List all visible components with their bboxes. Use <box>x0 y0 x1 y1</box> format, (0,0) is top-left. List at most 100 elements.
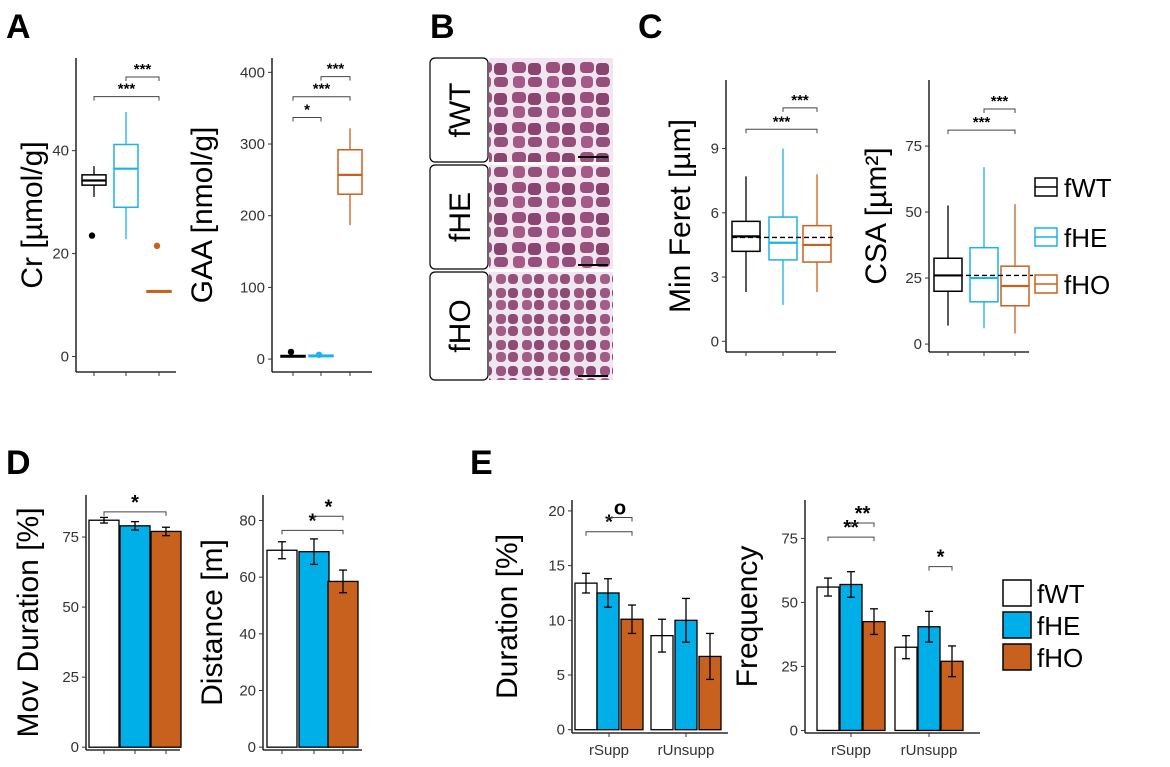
y-tick-label: 0 <box>914 336 922 353</box>
significance-bracket <box>313 515 344 521</box>
y-tick-label: 80 <box>239 513 256 530</box>
histology-image-fwt <box>489 58 613 162</box>
significance-bracket <box>827 536 875 542</box>
y-axis-title: Distance [m] <box>196 539 229 706</box>
significance-bracket <box>93 96 160 101</box>
legend-e-item-fwt: fWT <box>1002 579 1085 609</box>
y-tick-label: 0 <box>71 739 79 756</box>
bar-fwt <box>266 549 298 748</box>
legend-c-label-fhe: fHE <box>1064 223 1107 253</box>
chart-csa: 0 25 50 75 CSA [µm²] ****** <box>860 80 1033 356</box>
y-tick-label: 0 <box>61 349 69 366</box>
panel-label-c: C <box>638 8 663 46</box>
outlier-point <box>153 242 161 250</box>
y-tick-label: 10 <box>548 612 565 629</box>
outlier-point <box>315 351 323 358</box>
y-tick-label: 50 <box>905 204 922 221</box>
significance-bracket <box>292 117 322 122</box>
y-tick-label: 400 <box>240 64 265 81</box>
y-tick-label: 100 <box>240 279 265 296</box>
y-tick-label: 60 <box>239 569 256 586</box>
histology-label-fhe: fHE <box>444 192 477 242</box>
y-tick-label: 20 <box>548 503 565 520</box>
y-axis-title: CSA [µm²] <box>860 147 893 284</box>
bar-fwt-rsupp <box>574 582 598 731</box>
legend-c: fWT fHE fHO <box>1034 173 1112 300</box>
significance-bracket <box>320 76 351 81</box>
panel-label-a: A <box>6 8 31 46</box>
y-tick-label: 40 <box>239 626 256 643</box>
legend-e: fWT fHE fHO <box>1002 579 1085 673</box>
significance-label: *** <box>313 81 331 98</box>
chart-distance: 0 20 40 60 80 Distance [m] * * <box>196 495 362 756</box>
y-tick-label: 0 <box>557 722 565 739</box>
significance-label: o <box>614 498 626 520</box>
significance-bracket <box>292 96 351 101</box>
y-axis-title: Frequency <box>731 546 764 688</box>
y-tick-label: 0 <box>257 351 265 368</box>
y-axis-title: Duration [%] <box>491 534 524 699</box>
significance-bracket <box>607 517 633 522</box>
panel-label-b: B <box>430 8 455 46</box>
box-fhe <box>969 246 999 303</box>
legend-c-label-fho: fHO <box>1064 270 1110 300</box>
y-tick-label: 0 <box>790 722 798 739</box>
significance-label: * <box>605 512 613 534</box>
significance-label: *** <box>791 92 809 109</box>
legend-e-label-fwt: fWT <box>1037 579 1085 609</box>
legend-c-label-fwt: fWT <box>1064 173 1112 203</box>
significance-bracket <box>281 529 344 535</box>
bar-fwt-runsupp <box>894 646 918 732</box>
significance-label: *** <box>991 93 1009 110</box>
significance-label: *** <box>118 81 136 98</box>
significance-bracket <box>947 129 1016 135</box>
y-tick-label: 200 <box>240 208 265 225</box>
y-tick-label: 20 <box>52 246 69 263</box>
significance-label: * <box>304 102 310 119</box>
y-tick-label: 6 <box>711 205 719 222</box>
legend-e-label-fho: fHO <box>1037 643 1083 673</box>
y-axis-title: Min Feret [µm] <box>664 119 697 313</box>
panel-label-d: D <box>6 444 31 482</box>
histology-row-fho: fHO <box>429 271 613 381</box>
bar-fho <box>327 580 359 748</box>
chart-mov-duration: 0 25 50 75 Mov Duration [%] * <box>12 492 182 756</box>
y-axis-title: GAA [nmol/g] <box>186 127 219 304</box>
y-tick-label: 5 <box>557 667 565 684</box>
y-axis-title: Cr [µmol/g] <box>16 141 49 288</box>
x-category-label: rSupp <box>831 742 871 759</box>
significance-bracket <box>745 128 818 134</box>
chart-min-feret: 0 3 6 9 Min Feret [µm] ****** <box>664 80 836 356</box>
x-category-label: rSupp <box>589 742 629 759</box>
histology-label-fwt: fWT <box>444 83 477 138</box>
bar-fhe-rsupp <box>839 583 863 732</box>
box-fhe <box>113 143 139 209</box>
legend-e-item-fho: fHO <box>1002 643 1083 673</box>
significance-label: *** <box>973 114 991 131</box>
significance-bracket <box>983 108 1016 114</box>
significance-label: * <box>131 492 139 514</box>
significance-bracket <box>125 76 160 82</box>
histology-label-fho: fHO <box>444 299 477 352</box>
histology-row-fwt: fWT <box>429 57 613 163</box>
bar-fwt-rsupp <box>816 586 840 732</box>
y-tick-label: 0 <box>248 739 256 756</box>
histology-image-fhe <box>489 165 613 269</box>
significance-bracket <box>850 522 875 528</box>
histology-image-fho <box>489 272 613 380</box>
y-tick-label: 0 <box>711 333 719 350</box>
significance-label: *** <box>327 61 345 78</box>
outlier-point <box>88 232 96 239</box>
bar-fwt <box>88 519 120 748</box>
legend-c-item-fhe: fHE <box>1034 223 1107 253</box>
bar-fho-rsupp <box>862 620 886 732</box>
significance-label: *** <box>134 61 152 78</box>
y-tick-label: 9 <box>711 141 719 158</box>
histology-panel: fWT fHE fHO <box>429 57 613 381</box>
outlier-point <box>287 348 295 356</box>
y-tick-label: 75 <box>781 530 798 547</box>
